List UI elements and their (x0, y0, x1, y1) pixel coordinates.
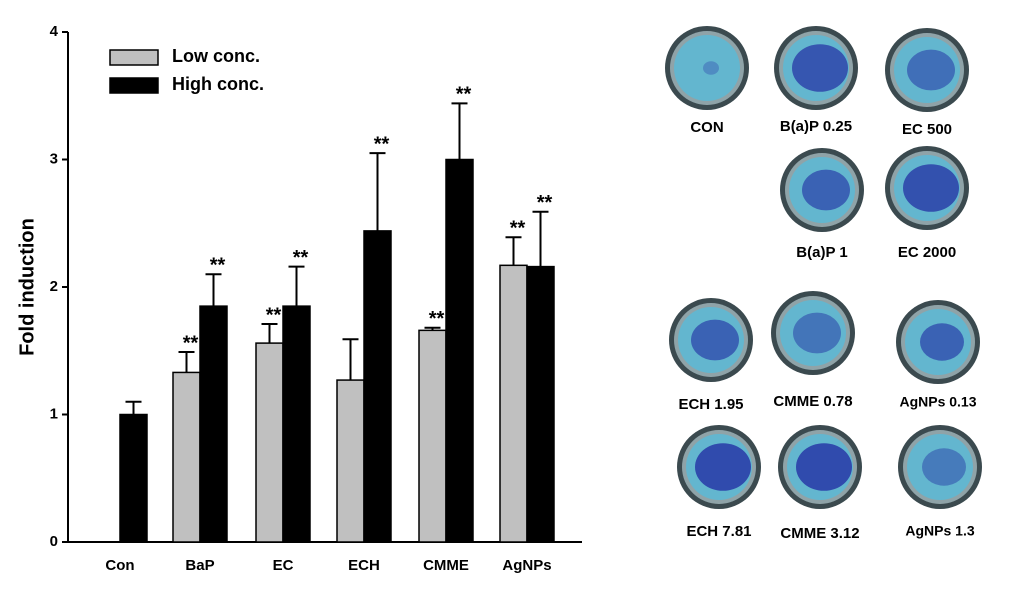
error-bar (342, 338, 359, 381)
plate-label: AgNPs 0.13 (899, 394, 976, 410)
stained-colony (695, 443, 751, 491)
error-bar (451, 102, 468, 160)
plate-label: CMME 0.78 (773, 393, 852, 410)
legend-label: High conc. (172, 74, 264, 94)
plate-well (674, 35, 740, 101)
x-tick-label: CMME (423, 557, 469, 574)
stained-colony (703, 61, 719, 75)
bar (445, 158, 474, 543)
stained-colony (903, 164, 959, 212)
plate-label: ECH 1.95 (678, 396, 743, 413)
plate-label: ECH 7.81 (686, 523, 751, 540)
significance-label: ** (293, 247, 309, 269)
legend-swatch (109, 77, 159, 94)
bar (282, 305, 311, 543)
error-bar (125, 400, 142, 415)
bar (336, 379, 365, 543)
x-tick-label: EC (273, 557, 294, 574)
plate-label: AgNPs 1.3 (905, 523, 974, 539)
bar (172, 371, 201, 543)
significance-label: ** (429, 308, 445, 330)
error-bar (505, 236, 522, 266)
error-bar (261, 322, 278, 344)
legend-swatch (109, 49, 159, 66)
significance-label: ** (266, 304, 282, 326)
y-tick-label: 2 (50, 278, 58, 295)
stained-colony (907, 49, 955, 91)
bar (199, 305, 228, 543)
x-tick-label: BaP (185, 557, 214, 574)
plate-label: EC 500 (902, 121, 952, 138)
plate-images: CON B(a)P 0.25 EC 500 B(a)P 1 EC 2000 ECH 1.9… (665, 26, 982, 542)
legend-label: Low conc. (172, 46, 260, 66)
error-bar (532, 210, 549, 267)
error-bar (178, 351, 195, 373)
significance-label: ** (537, 192, 553, 214)
significance-label: ** (510, 218, 526, 240)
stained-colony (796, 443, 852, 491)
error-bar (205, 273, 222, 307)
y-axis-title: Fold induction (16, 218, 38, 356)
y-tick-label: 3 (50, 150, 58, 167)
stained-colony (802, 169, 850, 211)
significance-label: ** (210, 255, 226, 277)
y-tick-label: 4 (50, 23, 59, 40)
plate-label: CMME 3.12 (780, 525, 859, 542)
significance-label: ** (183, 332, 199, 354)
plate-label: B(a)P 0.25 (780, 118, 852, 135)
stained-colony (922, 448, 966, 486)
error-bar (369, 152, 386, 231)
x-tick-label: Con (105, 557, 134, 574)
stained-colony (920, 323, 964, 361)
stained-colony (691, 319, 739, 361)
plate-label: B(a)P 1 (796, 244, 847, 261)
stained-colony (793, 312, 841, 354)
bar (526, 265, 555, 543)
plate-label: EC 2000 (898, 244, 956, 261)
y-tick-label: 0 (50, 533, 58, 550)
y-tick-label: 1 (50, 405, 58, 422)
bar (119, 413, 148, 543)
error-bar (424, 326, 441, 331)
bar (499, 264, 528, 543)
bar (255, 342, 284, 543)
significance-label: ** (374, 133, 390, 155)
bar (418, 329, 447, 543)
error-bar (288, 265, 305, 307)
stained-colony (792, 44, 848, 92)
plate-label: CON (690, 119, 723, 136)
x-tick-label: ECH (348, 557, 380, 574)
bar (363, 230, 392, 543)
significance-label: ** (456, 84, 472, 106)
x-tick-label: AgNPs (502, 557, 551, 574)
